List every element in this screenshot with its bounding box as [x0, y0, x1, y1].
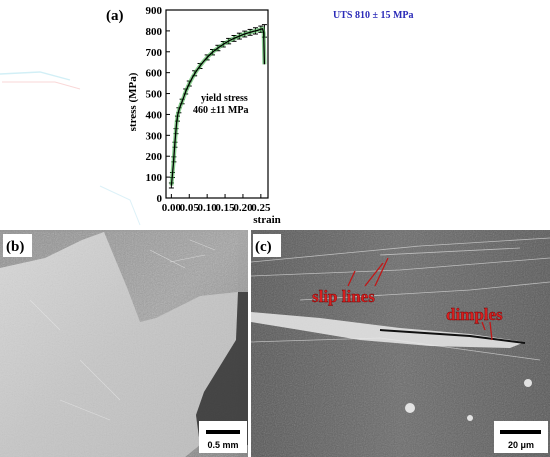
scale-bar-c [500, 430, 541, 434]
x-axis-title: strain [253, 214, 281, 226]
y-tick-label: 700 [146, 47, 163, 59]
panel-c-label: (c) [255, 239, 272, 255]
x-tick-label: 0.10 [198, 202, 218, 214]
y-tick-label: 900 [146, 5, 163, 17]
y-tick-label: 800 [146, 26, 163, 38]
scale-bar-b-box [199, 421, 247, 453]
x-tick-label: 0.15 [215, 202, 235, 214]
dimple-marks [405, 379, 532, 421]
x-tick-label: 0.05 [180, 202, 200, 214]
y-tick-label: 100 [146, 172, 163, 184]
panel-a: (a) 0 100 200 300 400 500 600 700 800 900 0.000.05… [106, 5, 414, 226]
scale-bar-c-label: 20 μm [508, 440, 534, 450]
x-tick-label: 0.20 [233, 202, 253, 214]
panel-c: slip lines dimples (c) 20 μm [250, 230, 550, 457]
slip-lines-annotation: slip lines [312, 287, 375, 306]
panel-c-label-box [253, 234, 281, 257]
scale-bar-c-box [494, 421, 548, 453]
y-tick-label: 0 [157, 193, 163, 205]
x-tick-label: 0.25 [251, 202, 271, 214]
annotation-arrows [347, 257, 493, 341]
y-tick-label: 200 [146, 151, 163, 163]
chart-axes [165, 9, 269, 199]
y-tick-label: 400 [146, 109, 163, 121]
surface-scratches [29, 239, 216, 421]
scale-bar-b-label: 0.5 mm [207, 440, 238, 450]
scale-bar-b [206, 430, 240, 434]
panel-b-label-box [3, 234, 32, 257]
y-tick-label: 300 [146, 130, 163, 142]
yield-stress-label: yield stress [201, 93, 248, 104]
plot-frame [165, 9, 269, 199]
panel-b-label: (b) [6, 239, 24, 255]
uts-label: UTS 810 ± 15 MPa [333, 10, 414, 21]
slip-line-features [250, 237, 550, 361]
panel-a-label: (a) [106, 8, 124, 24]
y-tick-label: 500 [146, 89, 163, 101]
x-tick-label: 0.00 [162, 202, 182, 214]
stress-strain-curve [170, 28, 266, 186]
yield-stress-value: 460 ±11 MPa [193, 105, 248, 116]
dimples-annotation: dimples [446, 305, 503, 324]
y-tick-label: 600 [146, 68, 163, 80]
panel-b: (b) 0.5 mm [0, 230, 248, 457]
background-artifacts [0, 71, 141, 226]
y-axis-title: stress (MPa) [127, 72, 139, 131]
chart-ticks: 0 100 200 300 400 500 600 700 800 900 0.000.050.10… [146, 5, 271, 214]
